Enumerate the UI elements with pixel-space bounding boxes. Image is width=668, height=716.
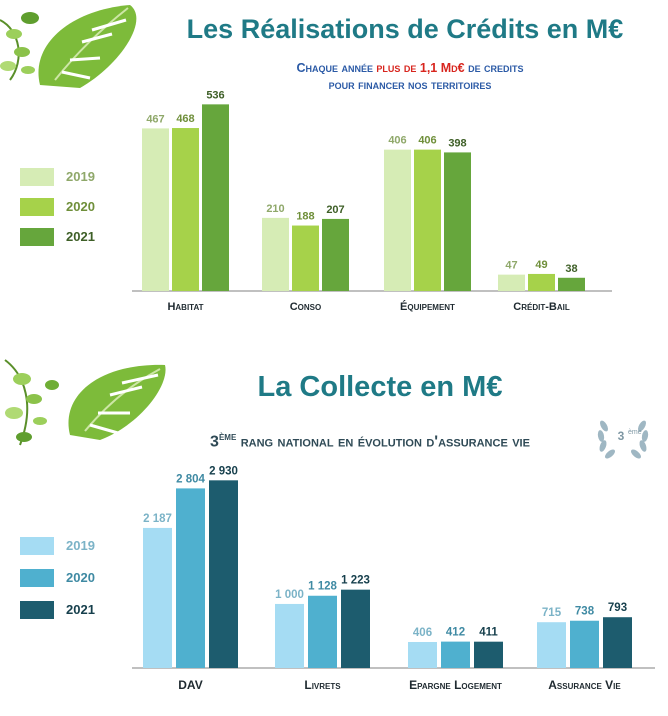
bar-2021-0 — [209, 480, 238, 668]
bar-2020-3 — [570, 620, 599, 668]
data-label: 38 — [565, 263, 577, 275]
vine-leaves-icon — [0, 12, 39, 81]
data-label: 1 000 — [275, 589, 304, 601]
data-label: 188 — [296, 211, 314, 223]
data-label: 411 — [479, 627, 498, 639]
legend-label: 2019 — [66, 169, 95, 184]
data-label: 2 930 — [209, 465, 238, 477]
category-label: Epargne Logement — [409, 678, 502, 692]
data-label: 2 187 — [143, 513, 172, 525]
category-label: DAV — [178, 678, 202, 692]
legend-swatch — [20, 601, 54, 619]
subtitle-highlight: plus de — [376, 61, 420, 75]
subtitle-rank: 3 — [210, 433, 219, 451]
legend-label: 2021 — [66, 229, 95, 244]
data-label: 793 — [608, 602, 627, 614]
subtitle-text: de credits — [464, 61, 524, 75]
data-label: 468 — [176, 113, 194, 125]
category-label: Crédit-Bail — [513, 301, 570, 313]
legend-swatch — [20, 228, 54, 246]
data-label: 406 — [388, 135, 406, 147]
bar-2020-3 — [528, 273, 555, 291]
subtitle-text: rang national en évolution d'assurance v… — [236, 433, 530, 451]
bar-2019-1 — [262, 217, 289, 291]
category-label: Conso — [290, 301, 322, 313]
category-label: Livrets — [304, 678, 341, 692]
monstera-leaf-icon — [68, 364, 166, 440]
data-label: 738 — [575, 606, 595, 618]
bar-2021-1 — [341, 589, 370, 668]
credits-panel: Les Réalisations de Crédits en M€ Chaque… — [0, 0, 668, 355]
bar-2019-2 — [384, 149, 411, 291]
legend-item-2021: 2021 — [20, 601, 140, 619]
data-label: 467 — [146, 113, 164, 125]
bar-2021-0 — [202, 104, 229, 291]
category-label: Assurance Vie — [548, 678, 621, 692]
credits-bar-chart: 467 468 536 Habitat 210 188 207 Conso 406 406 398 É… — [132, 89, 612, 313]
subtitle-text: Chaque année — [296, 61, 377, 75]
data-label: 715 — [542, 607, 562, 619]
collecte-title: La Collecte en M€ — [257, 371, 503, 403]
bar-2020-0 — [176, 488, 205, 668]
badge-rank-sup: ème — [628, 429, 642, 436]
bar-2020-2 — [441, 641, 470, 668]
data-label: 1 223 — [341, 575, 370, 587]
subtitle-line2: pour financer nos territoires — [328, 78, 492, 92]
monstera-leaf-icon — [38, 5, 137, 88]
legend-item-2020: 2020 — [20, 198, 140, 216]
legend-swatch — [20, 537, 54, 555]
bar-2021-3 — [603, 617, 632, 668]
legend-label: 2020 — [66, 570, 95, 585]
data-label: 2 804 — [176, 473, 205, 485]
legend-swatch — [20, 569, 54, 587]
data-label: 412 — [446, 627, 465, 639]
bar-2019-2 — [408, 641, 437, 668]
bar-2019-0 — [143, 527, 172, 668]
bar-2020-1 — [292, 225, 319, 291]
bar-2020-0 — [172, 128, 199, 291]
subtitle-amount: 1,1 Md€ — [419, 61, 465, 75]
bar-2019-3 — [498, 274, 525, 291]
credits-title: Les Réalisations de Crédits en M€ — [186, 14, 624, 44]
data-label: 406 — [413, 627, 432, 639]
legend-swatch — [20, 168, 54, 186]
data-label: 536 — [206, 89, 224, 101]
vine-leaves-icon — [4, 359, 59, 446]
leaves-decoration — [0, 5, 137, 88]
badge-rank: 3 — [618, 429, 625, 443]
data-label: 49 — [535, 259, 547, 271]
laurel-badge-icon: 3 ème — [597, 420, 649, 459]
data-label: 398 — [448, 137, 466, 149]
collecte-bar-chart: 2 187 2 804 2 930 DAV 1 000 1 128 1 223 Livrets… — [132, 465, 655, 692]
legend-label: 2019 — [66, 538, 95, 553]
data-label: 47 — [505, 260, 517, 272]
bar-2021-2 — [474, 641, 503, 668]
credits-subtitle: Chaque année plus de 1,1 Md€ de credits … — [200, 60, 620, 94]
collecte-subtitle: 3ème rang national en évolution d'assura… — [140, 431, 600, 451]
legend-label: 2021 — [66, 602, 95, 617]
legend-item-2019: 2019 — [20, 537, 140, 555]
legend-swatch — [20, 198, 54, 216]
subtitle-rank-sup: ème — [218, 431, 237, 443]
bar-2021-1 — [322, 218, 349, 291]
category-label: Habitat — [167, 301, 203, 313]
bar-2020-1 — [308, 595, 337, 668]
bar-2019-1 — [275, 603, 304, 668]
legend-item-2019: 2019 — [20, 168, 140, 186]
data-label: 406 — [418, 135, 436, 147]
bar-2020-2 — [414, 149, 441, 291]
data-label: 207 — [326, 204, 344, 216]
bar-2019-0 — [142, 128, 169, 291]
data-label: 210 — [266, 203, 284, 215]
collecte-panel: La Collecte en M€ 3ème rang national en … — [0, 355, 668, 716]
legend-item-2020: 2020 — [20, 569, 140, 587]
bar-2021-3 — [558, 277, 585, 291]
bar-2021-2 — [444, 152, 471, 291]
legend-item-2021: 2021 — [20, 228, 140, 246]
category-label: Équipement — [400, 300, 455, 313]
bar-2019-3 — [537, 622, 566, 668]
data-label: 1 128 — [308, 581, 337, 593]
legend-label: 2020 — [66, 199, 95, 214]
leaves-decoration — [4, 359, 166, 446]
